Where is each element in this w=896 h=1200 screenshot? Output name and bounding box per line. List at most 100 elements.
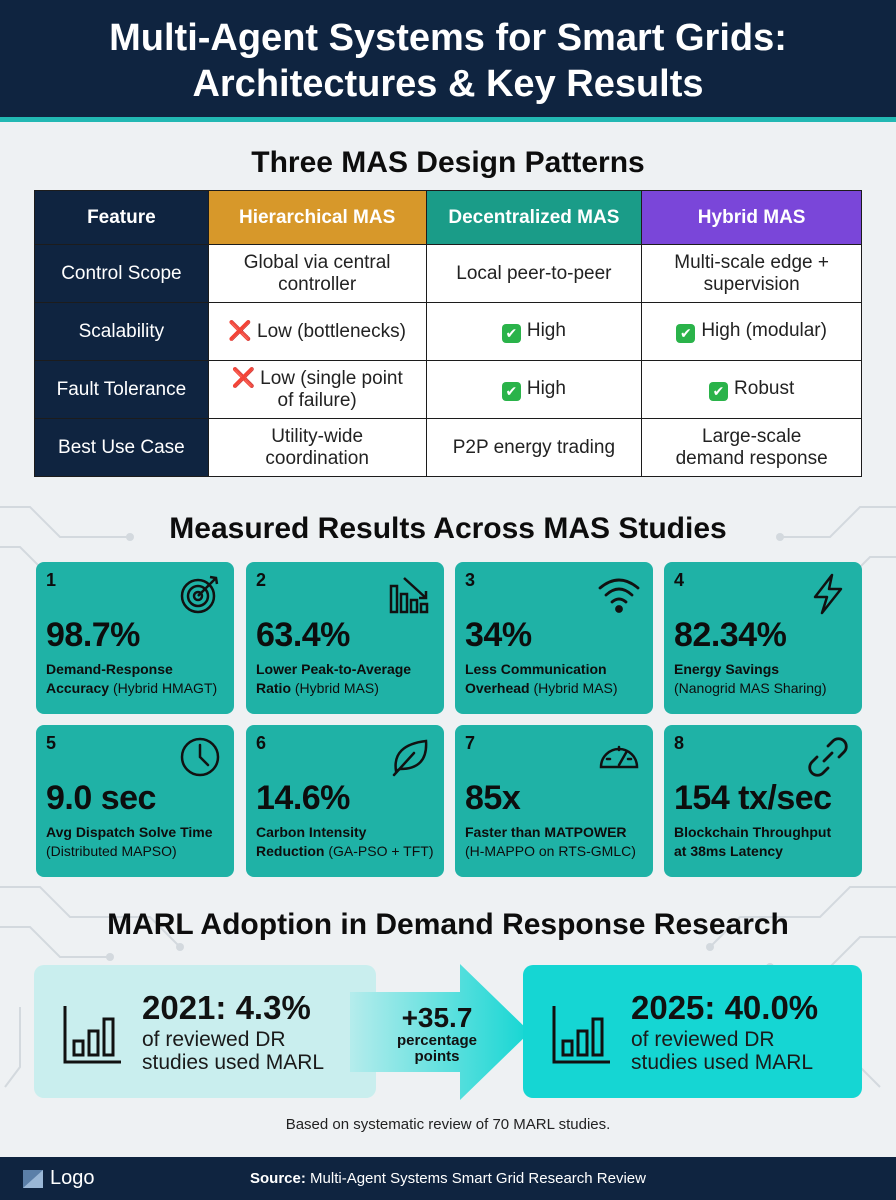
card-value: 85x <box>465 779 521 817</box>
speedometer-icon <box>599 745 639 769</box>
cell-text: Low (bottlenecks) <box>257 320 406 342</box>
clock-icon <box>180 737 220 777</box>
card-value: 9.0 sec <box>46 779 156 817</box>
patterns-title: Three MAS Design Patterns <box>251 146 645 179</box>
card-number: 7 <box>465 733 476 753</box>
table-cell: Large-scale demand response <box>641 418 862 477</box>
table-row: Scalability ❌ Low (bottlenecks) ✔ High ✔ Hi… <box>34 302 862 361</box>
delta-value: +35.7 <box>401 1002 473 1033</box>
header-hierarchical: Hierarchical MAS <box>207 190 427 245</box>
lightning-icon <box>813 573 843 615</box>
table-cell: P2P energy trading <box>425 418 643 477</box>
card-number: 2 <box>256 570 267 590</box>
cell-text: High <box>526 320 566 341</box>
check-mark-icon: ✔ <box>709 382 729 401</box>
bar-chart-icon <box>63 1006 121 1064</box>
card-value: 82.34% <box>674 616 787 654</box>
card-value: 14.6% <box>256 779 350 817</box>
card-description: Energy Savings (Nanogrid MAS Sharing) <box>674 661 827 696</box>
cell-line: coordination <box>265 447 369 469</box>
adoption-2025-value: 2025: 40.0% <box>631 989 819 1026</box>
source-line: Source: Multi-Agent Systems Smart Grid R… <box>250 1170 646 1187</box>
card-value: 34% <box>465 616 532 654</box>
growth-delta: +35.7 percentage points <box>378 1003 496 1065</box>
result-card: 2 63.4% Lower Peak-to-Average Ratio (Hybr… <box>246 562 444 714</box>
results-title: Measured Results Across MAS Studies <box>169 512 727 545</box>
card-value: 154 tx/sec <box>674 779 832 817</box>
cell-text: Robust <box>734 378 795 399</box>
result-card: 5 9.0 sec Avg Dispatch Solve Time (Distri… <box>36 725 234 877</box>
delta-unit: percentage <box>396 1032 478 1049</box>
cell-line: ❌ Low (single point <box>217 368 418 390</box>
cross-mark-icon: ❌ <box>231 367 256 389</box>
table-cell: ✔ High (modular) <box>641 302 862 361</box>
logo-icon <box>23 1170 43 1188</box>
logo-text: Logo <box>50 1167 95 1189</box>
result-card: 3 34% Less Communication Overhead (Hybrid… <box>455 562 653 714</box>
adoption-2021-box: 2021: 4.3% of reviewed DR studies used MA… <box>34 965 376 1098</box>
cell-line: of failure) <box>277 389 357 411</box>
table-row: Best Use Case Utility-wide coordination P… <box>34 418 862 477</box>
card-number: 3 <box>465 570 476 590</box>
page-title-line1: Multi-Agent Systems for Smart Grids: <box>109 17 787 59</box>
adoption-2025-caption: of reviewed DR studies used MARL <box>631 1028 814 1074</box>
cell-line: demand response <box>675 447 828 469</box>
table-row: Fault Tolerance ❌ Low (single point of fai… <box>34 360 862 419</box>
cell-text: High <box>526 378 566 399</box>
check-mark-icon: ✔ <box>676 324 696 343</box>
result-card: 6 14.6% Carbon Intensity Reduction (GA-PS… <box>246 725 444 877</box>
card-description: Carbon Intensity Reduction (GA-PSO + TFT) <box>256 824 434 859</box>
table-cell: Global via central controller <box>207 244 427 303</box>
row-feature: Control Scope <box>34 244 209 303</box>
table-cell: ❌ Low (bottlenecks) <box>207 302 427 361</box>
card-number: 4 <box>674 570 685 590</box>
row-feature: Best Use Case <box>34 418 209 477</box>
card-description: Blockchain Throughput at 38ms Latency <box>674 824 832 859</box>
design-patterns-table: Feature Hierarchical MAS Decentralized M… <box>34 190 862 477</box>
header-feature: Feature <box>34 190 209 245</box>
cell-line: Utility-wide <box>271 425 364 447</box>
adoption-title: MARL Adoption in Demand Response Researc… <box>107 908 789 941</box>
card-description: Avg Dispatch Solve Time (Distributed MAPS… <box>46 824 213 859</box>
check-mark-icon: ✔ <box>501 324 521 343</box>
table-cell: ✔ High <box>425 302 643 361</box>
header-hybrid: Hybrid MAS <box>641 190 862 245</box>
card-description: Less Communication Overhead (Hybrid MAS) <box>465 661 618 696</box>
table-header-row: Feature Hierarchical MAS Decentralized M… <box>34 190 862 245</box>
card-description: Lower Peak-to-Average Ratio (Hybrid MAS) <box>256 661 412 696</box>
adoption-2025-box: 2025: 40.0% of reviewed DR studies used M… <box>523 965 862 1098</box>
cell-line: Multi-scale edge + <box>674 251 829 273</box>
page-title: Multi-Agent Systems for Smart Grids: Arc… <box>0 0 896 107</box>
cell-line: Global via central <box>243 251 391 273</box>
table-cell: Multi-scale edge + supervision <box>641 244 862 303</box>
row-feature: Scalability <box>34 302 209 361</box>
result-card: 1 98.7% Demand-Response Accuracy (Hybrid … <box>36 562 234 714</box>
growth-arrow <box>350 964 530 1100</box>
page-header: Multi-Agent Systems for Smart Grids: Arc… <box>0 0 896 122</box>
card-number: 1 <box>46 570 57 590</box>
table-cell: ✔ Robust <box>641 360 862 419</box>
table-cell: ❌ Low (single point of failure) <box>207 360 427 419</box>
result-card: 7 85x Faster than MATPOWER (H-MAPPO on RT… <box>455 725 653 877</box>
card-value: 63.4% <box>256 616 350 654</box>
wifi-icon <box>598 578 640 613</box>
cell-line: supervision <box>703 273 800 295</box>
adoption-2021-caption: of reviewed DR studies used MARL <box>142 1028 325 1074</box>
card-value: 98.7% <box>46 616 140 654</box>
cell-line: controller <box>278 273 357 295</box>
check-mark-icon: ✔ <box>501 382 521 401</box>
cross-mark-icon: ❌ <box>228 320 253 342</box>
target-icon <box>180 575 219 614</box>
card-number: 6 <box>256 733 267 753</box>
header-decentralized: Decentralized MAS <box>425 190 643 245</box>
card-number: 5 <box>46 733 57 753</box>
result-card: 8 154 tx/sec Blockchain Throughput at 38m… <box>664 725 862 877</box>
table-row: Control Scope Global via central controll… <box>34 244 862 303</box>
page-footer: Logo Source: Multi-Agent Systems Smart G… <box>0 1157 896 1200</box>
card-number: 8 <box>674 733 685 753</box>
chain-link-icon <box>808 737 848 777</box>
card-description: Faster than MATPOWER (H-MAPPO on RTS-GMLC… <box>465 824 636 859</box>
table-cell: ✔ High <box>425 360 643 419</box>
table-cell: Local peer-to-peer <box>425 244 643 303</box>
table-cell: Utility-wide coordination <box>207 418 427 477</box>
